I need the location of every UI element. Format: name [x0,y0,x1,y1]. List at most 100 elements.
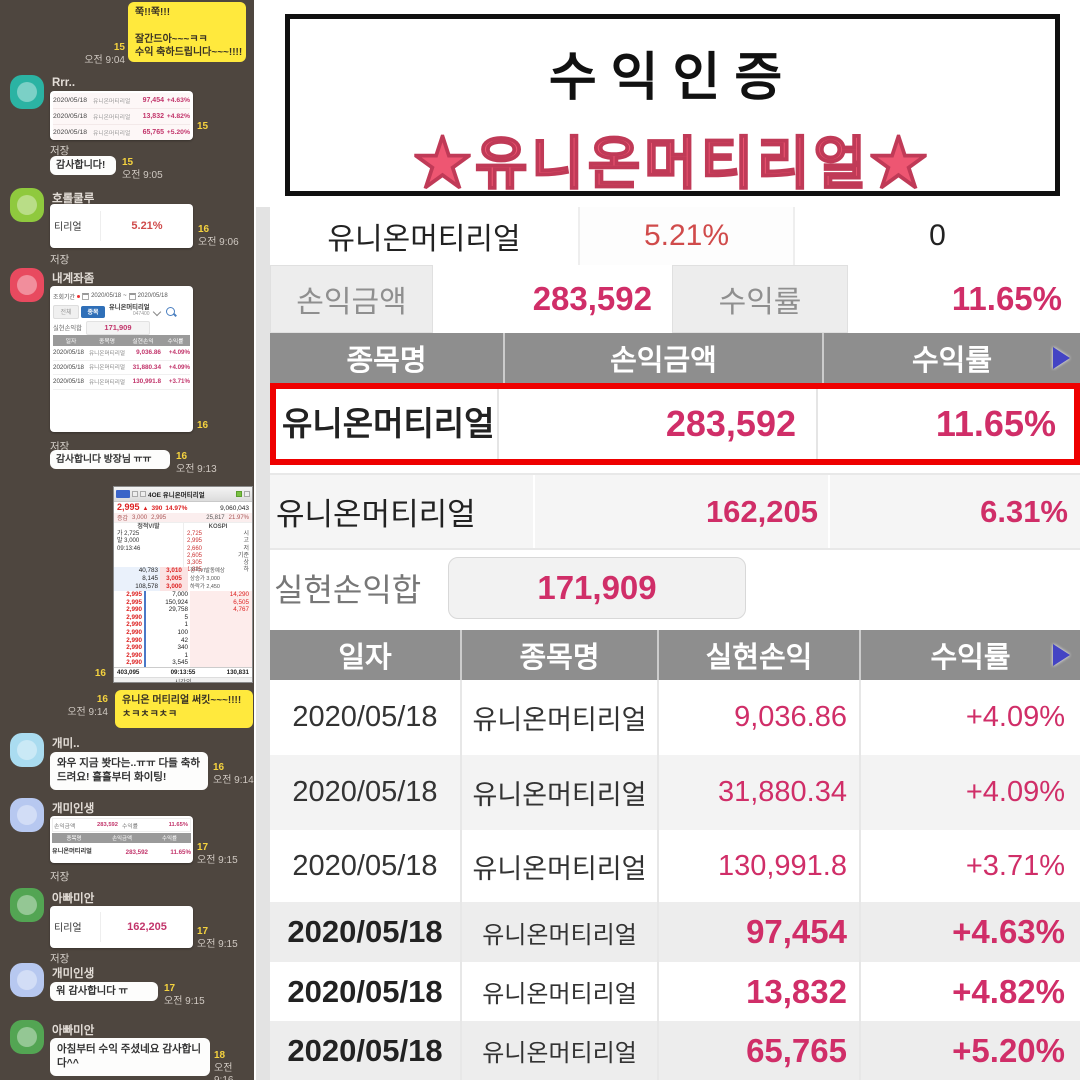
nav-arrows-icon [140,491,146,497]
stock-title: ★유니온머티리얼★ [413,131,932,197]
table-header: 일자 종목명 실현손익 수익률 [53,335,190,346]
message-meta: 17 오전 9:15 [197,926,238,950]
bid-row: 2,990 42 [114,636,252,645]
avatar[interactable] [10,798,44,832]
unread-count: 15 [113,42,125,53]
username: 개미인생 [52,803,95,815]
gear-icon [244,491,250,497]
message-meta: 15 [197,121,209,132]
profit-table-attachment[interactable]: 2020/05/18 유니온머티리얼 97,454 +4.63% 2020/05/18… [50,91,193,140]
date-to[interactable]: 2020/05/18 [137,293,168,299]
table-row: 2020/05/18 유니온머티리얼 13,832 +4.82% [53,109,190,125]
realized-label: 실현손익합 [53,325,82,332]
tab-after-hours[interactable]: 시간외 [114,676,252,682]
highlighted-row: 유니온머티리얼 283,592 11.65% [270,383,1080,465]
bid-row: 2,995 150,924 6,505 [114,598,252,607]
calendar-icon[interactable] [82,292,90,300]
up-arrow-icon: ▲ [142,506,149,512]
bid-row: 2,990 3,545 [114,659,252,667]
divider [256,207,270,1080]
summary-row-2: 손익금액 283,592 수익률 11.65% [270,265,1080,335]
chevron-down-icon[interactable] [152,307,161,316]
stock-name: 유니온머티리얼 [270,207,580,265]
avatar[interactable] [10,268,44,302]
next-page-icon[interactable] [1053,347,1070,369]
chat-bubble-sent: 쭉!!쭉!!! 잘간드아~~~ㅋㅋ 수익 축하드립니다~~~!!!! [128,2,246,62]
stock-name: 유니온머티리얼 [109,304,150,312]
bid-row: 2,990 1 [114,621,252,629]
bid-row: 2,990 1 [114,651,252,660]
orderbook-titlebar: 4OE 유니온머티리얼 [114,487,252,502]
page-title: 수익인증 [548,49,797,107]
username: 호롤쿨루 [52,193,95,205]
filter-stock-button[interactable]: 종목 [81,305,105,318]
message-meta: 17 오전 9:15 [164,983,205,1007]
return-rate-label: 수익률 [672,265,848,333]
table2-header: 일자 종목명 실현손익 수익률 [270,630,1080,680]
table1-header: 종목명 손익금액 수익률 [270,333,1080,383]
bid-row: 2,995 7,000 14,290 [114,591,252,599]
timestamp: 오전 9:04 [84,54,125,66]
table-row: 유니온머티리얼 283,592 11.65% [52,848,191,856]
profit-table-attachment[interactable]: 손익금액 283,592 수익률 11.65% 종목명 손익금액 수익률 유니온머티리얼… [50,816,193,863]
table-row: 2020/05/18 유니온머티리얼 65,765 +5.20% [270,1021,1080,1080]
username: 아빠미안 [52,1025,95,1037]
account-screenshot-attachment[interactable]: 조회기간 2020/05/18 ~ 2020/05/18 전체 종목 유니온머티… [50,286,193,432]
next-page-icon[interactable] [1053,644,1070,666]
avatar[interactable] [10,1020,44,1054]
chat-bubble-received: 감사합니다! [50,156,116,175]
message-meta: 16 오전 9:14 [213,762,254,786]
search-icon[interactable] [165,307,175,316]
return-rate-value: 11.65% [951,280,1062,317]
chat-bubble-sent: 유니온 머티리얼 써킷~~~!!!! ㅊㅋㅊㅋㅊㅋ [115,690,253,728]
date-from[interactable]: 2020/05/18 [91,293,122,299]
message-meta: 16 [197,420,209,431]
message-meta: 17 오전 9:15 [197,842,238,866]
table-row: 2020/05/18 유니온머티리얼 65,765 +5.20% [53,125,190,140]
pl-amount: 283,592 [499,389,818,459]
orderbook-screenshot[interactable]: 4OE 유니온머티리얼 2,995 ▲ 390 14.97% 9,060,043… [113,486,253,683]
bid-row: 2,990 5 [114,613,252,622]
table-row: 2020/05/18 유니온머티리얼 130,991.8 +3.71% [53,375,190,390]
avatar[interactable] [10,75,44,109]
table-row: 2020/05/18 유니온머티리얼 9,036.86 +4.09% [53,346,190,361]
username: 개미.. [52,738,80,750]
table-header: 종목명 손익금액 수익률 [52,833,191,843]
stock-name: 유니온머티리얼 [270,475,535,548]
search-icon [132,491,138,497]
message-meta: 16 [94,668,106,679]
avatar[interactable] [10,733,44,767]
table-row: 2020/05/18 유니온머티리얼 97,454 +4.63% [270,902,1080,962]
profit-proof-panel: 수익인증 ★유니온머티리얼★ 유니온머티리얼 5.21% 0 손익금액 283,… [270,0,1080,1080]
current-price: 2,995 [117,502,140,512]
username: 개미인생 [52,968,95,980]
realized-value: 171,909 [85,320,150,335]
table-row: 2020/05/18 유니온머티리얼 130,991.8 +3.71% [270,830,1080,902]
message-meta: 16 오전 9:13 [176,451,217,475]
value-zero: 0 [929,219,946,252]
chat-sidebar: 15 오전 9:04 쭉!!쭉!!! 잘간드아~~~ㅋㅋ 수익 축하드립니다~~… [0,0,254,1080]
calendar-icon[interactable] [128,292,136,300]
avatar[interactable] [10,963,44,997]
avatar[interactable] [10,888,44,922]
save-link[interactable]: 저장 [50,145,70,157]
save-link[interactable]: 저장 [50,953,70,965]
save-link[interactable]: 저장 [50,871,70,883]
window-title: 4OE 유니온머티리얼 [148,492,205,499]
profit-image-attachment[interactable]: 티리얼 162,205 [50,906,193,948]
realized-pl-row: 실현손익합 171,909 [270,550,1080,625]
filter-all-button[interactable]: 전체 [53,304,79,319]
profit-image-attachment[interactable]: 티리얼 5.21% [50,204,193,248]
table-row: 2020/05/18 유니온머티리얼 31,880.34 +4.09% [270,755,1080,830]
message-meta: 18 오전 9:16 [214,1050,233,1080]
save-link[interactable]: 저장 [50,254,70,266]
chat-bubble-received: 감사합니다 방장님 ㅠㅠ [50,450,170,469]
ask-row: 108,578 3,000 하락가 2,450 [114,583,252,591]
pl-amount-value: 283,592 [532,280,652,317]
stock-code: 047400 [132,311,150,318]
table-row: 유니온머티리얼 162,205 6.31% [270,473,1080,550]
ask-row: 8,145 3,005 상승가 3,000 [114,575,252,583]
avatar[interactable] [10,188,44,222]
return-rate: 11.65% [935,403,1056,444]
orderbook-totals: 403,095 09:13:55 130,831 [114,666,252,677]
